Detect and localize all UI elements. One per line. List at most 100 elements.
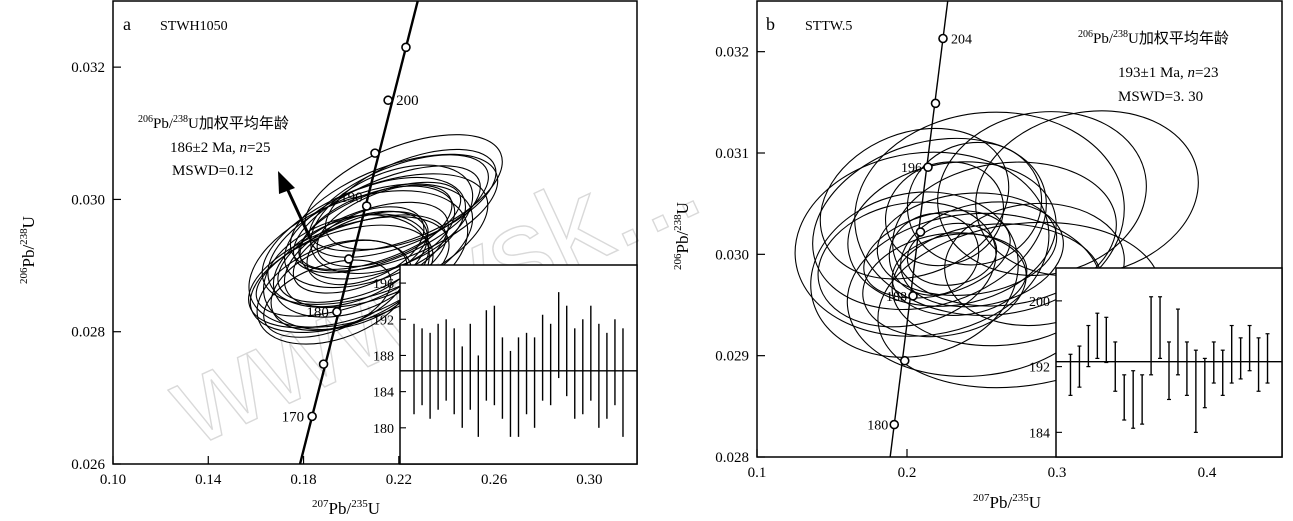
- panel-a-arrow: [278, 171, 312, 239]
- concordia-age-marker: [938, 33, 948, 44]
- panel-b-y-axis-title: 206Pb/238U: [672, 202, 692, 270]
- panel-a-y-axis-title: 206Pb/238U: [18, 216, 38, 284]
- concordia-age-label: 200: [396, 93, 419, 109]
- error-ellipse: [324, 148, 497, 251]
- panel-b-label: b: [766, 14, 775, 34]
- panel-b-inset: 184 192 200: [1029, 267, 1283, 458]
- panel-b-concordia-curve: [889, 1, 949, 457]
- panel-a-annotation-age: 186±2 Ma, n=25: [170, 140, 270, 156]
- y-tick-label: 0.032: [715, 45, 749, 61]
- x-tick-label: 0.1: [748, 465, 767, 481]
- inset-y-tick-label: 200: [1029, 295, 1050, 310]
- concordia-age-marker: [370, 148, 380, 158]
- panel-b-annotation-title: 206Pb/238U加权平均年龄: [1078, 29, 1229, 47]
- error-ellipse: [906, 222, 998, 286]
- error-ellipse: [261, 173, 489, 305]
- x-tick-label: 0.30: [576, 472, 602, 488]
- panel-b-axes: 0.1 0.2 0.3 0.4 0.028 0.029 0.030 0.031 0.032 180…: [715, 32, 1217, 481]
- concordia-age-marker: [383, 95, 393, 106]
- panel-b-annotation-age: 193±1 Ma, n=23: [1118, 65, 1218, 81]
- concordia-age-label: 190: [340, 190, 363, 206]
- error-ellipse: [817, 201, 997, 328]
- concordia-age-label: 170: [282, 409, 305, 425]
- x-tick-label: 0.14: [195, 472, 222, 488]
- inset-y-tick-label: 192: [373, 313, 394, 328]
- x-tick-label: 0.10: [100, 472, 126, 488]
- panel-b: 0.1 0.2 0.3 0.4 0.028 0.029 0.030 0.031 0.032 180…: [672, 0, 1283, 512]
- error-ellipse: [277, 201, 449, 303]
- concordia-age-label: 180: [306, 305, 329, 321]
- error-ellipse: [863, 210, 1011, 299]
- concordia-age-marker: [923, 162, 933, 172]
- concordia-age-marker: [332, 307, 342, 317]
- panel-b-annotation-mswd: MSWD=3. 30: [1118, 89, 1203, 105]
- panel-a-plot-frame: [112, 0, 638, 465]
- panel-b-plot-frame: [756, 0, 1283, 458]
- error-ellipse: [256, 239, 413, 345]
- x-tick-label: 0.4: [1198, 465, 1217, 481]
- y-tick-label: 0.028: [715, 450, 749, 466]
- concordia-age-marker: [401, 42, 411, 53]
- error-ellipse: [819, 127, 1010, 280]
- concordia-age-marker: [318, 359, 329, 369]
- concordia-age-marker: [930, 98, 941, 109]
- inset-y-tick-label: 184: [1029, 426, 1050, 441]
- error-ellipse: [255, 214, 447, 317]
- concordia-line: [298, 1, 419, 464]
- inset-y-tick-label: 180: [373, 422, 394, 437]
- panel-a-annotation-mswd: MSWD=0.12: [172, 163, 253, 179]
- panel-a-inset: 180 184 188 192 196: [373, 264, 638, 465]
- y-tick-label: 0.026: [71, 457, 105, 473]
- y-tick-label: 0.030: [71, 192, 105, 208]
- panel-a-concordia-curve: [298, 1, 419, 464]
- panel-b-ellipses: [794, 110, 1199, 389]
- x-tick-label: 0.18: [290, 472, 316, 488]
- error-ellipse: [944, 202, 1125, 327]
- inset-y-tick-label: 192: [1029, 361, 1050, 376]
- x-tick-label: 0.22: [386, 472, 412, 488]
- panel-a-sample-name: STWH1050: [160, 19, 228, 34]
- concordia-age-label: 188: [886, 290, 907, 305]
- x-tick-label: 0.3: [1048, 465, 1067, 481]
- panel-a-axes: 0.10 0.14 0.18 0.22 0.26 0.30 0.026 0.028 0.030 0…: [71, 60, 602, 488]
- concordia-age-marker: [899, 355, 910, 366]
- y-tick-label: 0.029: [715, 349, 749, 365]
- panel-a: 0.10 0.14 0.18 0.22 0.26 0.30 0.026 0.028 0.030 0…: [18, 0, 638, 518]
- error-ellipse: [906, 141, 1043, 266]
- concordia-age-marker: [361, 201, 372, 211]
- y-tick-label: 0.030: [715, 247, 749, 263]
- concordia-age-label: 204: [951, 32, 972, 47]
- y-tick-label: 0.032: [71, 60, 105, 76]
- panel-b-x-axis-title: 207Pb/235U: [973, 492, 1041, 512]
- concordia-age-label: 180: [867, 419, 888, 434]
- y-tick-label: 0.028: [71, 325, 105, 341]
- error-ellipse: [248, 190, 469, 328]
- y-tick-label: 0.031: [715, 146, 749, 162]
- inset-y-tick-label: 196: [373, 277, 394, 292]
- inset-y-tick-label: 184: [373, 386, 394, 401]
- panel-a-x-axis-title: 207Pb/235U: [312, 498, 380, 518]
- concordia-age-marker: [915, 227, 926, 237]
- error-ellipse: [888, 212, 980, 296]
- error-ellipse: [299, 185, 456, 280]
- concordia-age-label: 196: [901, 161, 922, 176]
- panel-b-sample-name: STTW.5: [805, 19, 852, 34]
- error-ellipse: [794, 151, 1050, 337]
- panel-a-annotation-title: 206Pb/238U加权平均年龄: [138, 114, 289, 132]
- error-ellipse: [292, 211, 429, 294]
- x-tick-label: 0.26: [481, 472, 508, 488]
- panel-a-ellipses: [248, 134, 503, 345]
- inset-y-tick-label: 188: [373, 349, 394, 364]
- concordia-age-marker: [343, 254, 354, 264]
- x-tick-label: 0.2: [898, 465, 917, 481]
- panel-a-label: a: [123, 14, 131, 34]
- error-ellipse: [862, 232, 1027, 338]
- concordia-age-marker: [889, 419, 900, 430]
- error-ellipse: [900, 201, 1064, 308]
- panel-a-inset-bars: 180 184 188 192 196: [373, 277, 637, 437]
- concordia-age-marker: [908, 291, 918, 301]
- panel-b-inset-bars: 184 192 200: [1029, 295, 1282, 441]
- concordia-age-marker: [307, 411, 317, 422]
- error-ellipse: [283, 210, 428, 308]
